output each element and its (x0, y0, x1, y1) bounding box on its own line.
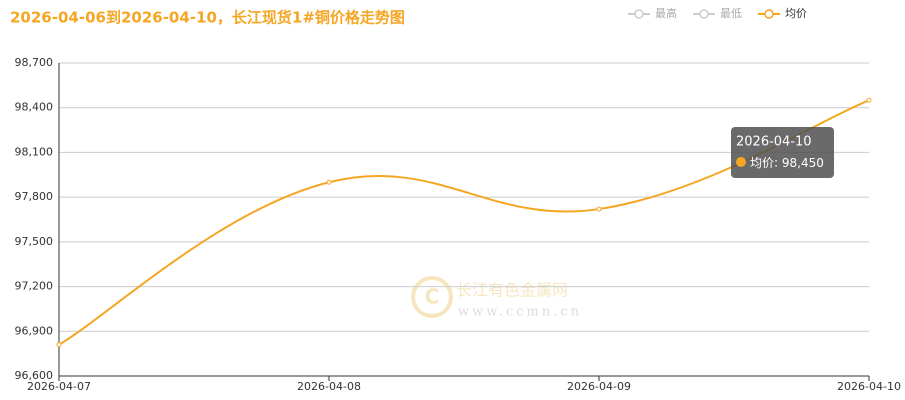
tooltip-number: 98,450 (782, 156, 824, 170)
y-tick-label: 98,700 (15, 56, 54, 69)
legend-label: 最低 (720, 7, 742, 20)
legend-marker (764, 9, 774, 19)
tooltip-marker (736, 157, 746, 167)
legend-label: 均价 (785, 7, 807, 20)
data-point (326, 179, 332, 185)
y-tick-label: 97,200 (15, 280, 54, 293)
watermark-logo-letter: C (425, 285, 440, 309)
legend-label: 最高 (655, 6, 677, 20)
tooltip: 2026-04-10 均价: 98,450 (731, 127, 834, 178)
legend-marker (699, 9, 709, 19)
y-tick-label: 96,600 (15, 369, 54, 382)
y-tick-label: 98,400 (15, 101, 54, 114)
data-point (596, 206, 602, 212)
legend-marker (634, 9, 644, 19)
watermark: C 长江有色金属网 www.ccmn.cn (411, 276, 582, 320)
watermark-logo (411, 276, 453, 318)
y-tick-label: 98,100 (15, 145, 54, 158)
data-point (56, 342, 62, 348)
tooltip-title: 2026-04-10 (736, 135, 812, 150)
watermark-url: www.ccmn.cn (458, 305, 582, 320)
x-tick-label: 2026-04-09 (567, 380, 631, 393)
tooltip-box (731, 127, 834, 178)
chart-title: 2026-04-06到2026-04-10，长江现货1#铜价格走势图 (10, 9, 405, 27)
x-tick-label: 2026-04-07 (27, 380, 91, 393)
x-tick-label: 2026-04-08 (297, 380, 361, 393)
y-tick-label: 96,900 (15, 324, 54, 337)
y-tick-label: 97,800 (15, 190, 54, 203)
x-tick-label: 2026-04-10 (837, 380, 901, 393)
tooltip-value: 均价: 98,450 (750, 156, 824, 170)
tooltip-series: 均价 (750, 156, 774, 170)
watermark-name: 长江有色金属网 (456, 281, 568, 300)
y-tick-label: 97,500 (15, 235, 54, 248)
data-point (866, 97, 872, 103)
